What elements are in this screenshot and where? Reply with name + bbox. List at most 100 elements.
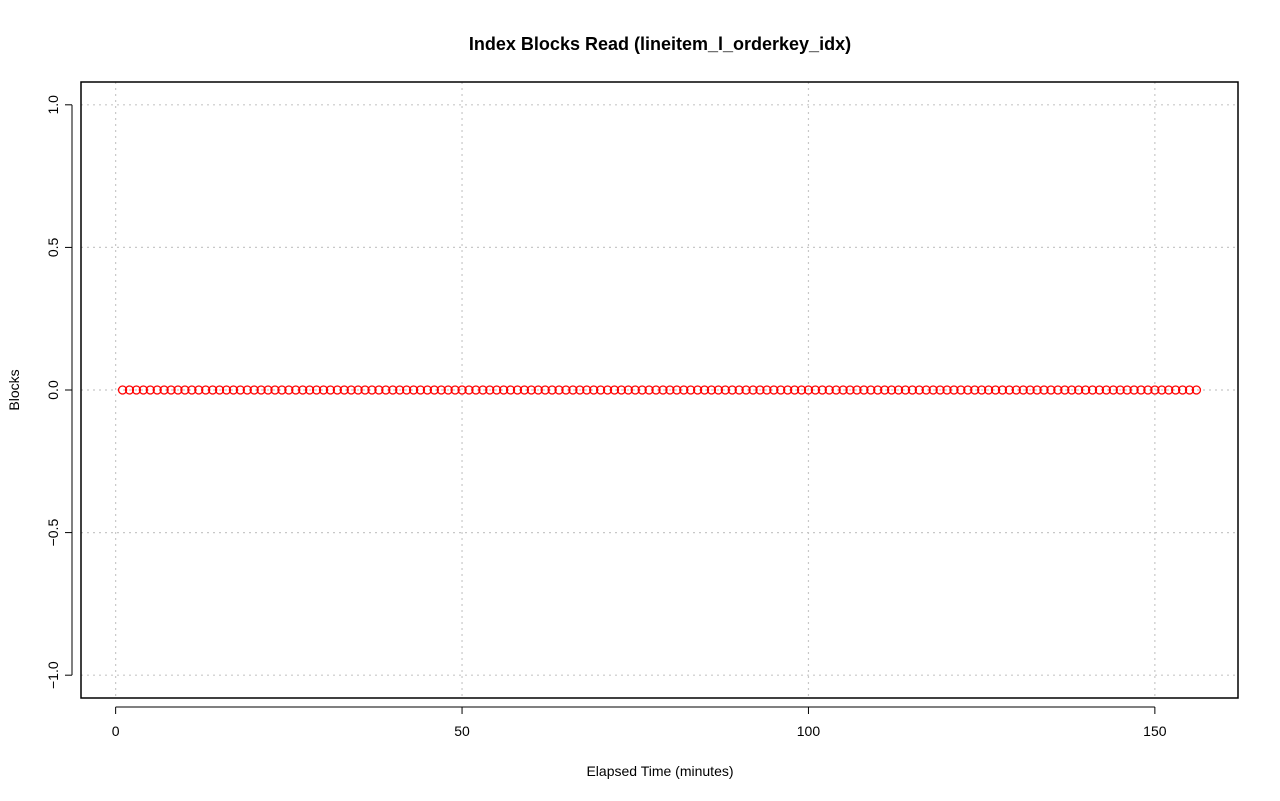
data-point <box>783 385 793 395</box>
data-point <box>582 385 592 395</box>
data-point <box>672 385 682 395</box>
data-point <box>457 385 467 395</box>
data-point <box>408 385 419 395</box>
data-point <box>637 385 647 395</box>
data-point <box>401 385 412 395</box>
data-point <box>644 385 654 395</box>
data-point <box>180 385 190 395</box>
data-point <box>1004 385 1015 395</box>
data-point <box>1094 385 1105 395</box>
data-point <box>166 385 176 395</box>
data-point <box>464 385 474 395</box>
data-point <box>706 385 717 395</box>
data-point <box>498 385 509 395</box>
data-point <box>138 385 149 395</box>
data-point <box>893 385 904 395</box>
grid <box>81 82 1238 698</box>
data-point <box>242 385 252 395</box>
data-point <box>201 385 211 395</box>
data-point <box>907 385 918 395</box>
data-point <box>914 385 924 395</box>
data-point <box>1143 385 1153 395</box>
data-point <box>623 385 633 395</box>
data-point <box>263 385 273 395</box>
data-point <box>1122 385 1132 395</box>
data-point <box>873 385 883 395</box>
data-point <box>429 385 439 395</box>
data-point <box>831 385 841 395</box>
x-axis-label: Elapsed Time (minutes) <box>586 763 733 779</box>
data-point <box>277 385 287 395</box>
data-point <box>395 385 405 395</box>
data-point <box>575 385 585 395</box>
y-tick-label: −0.5 <box>45 519 61 547</box>
data-point <box>762 385 772 395</box>
data-point <box>1053 385 1063 395</box>
data-point <box>928 385 938 395</box>
data-point <box>485 385 495 395</box>
data-point <box>880 385 890 395</box>
x-tick-label: 150 <box>1143 723 1167 739</box>
data-point <box>332 385 342 395</box>
data-point <box>492 385 502 395</box>
data-point <box>942 385 952 395</box>
y-axis-label: Blocks <box>6 369 22 410</box>
data-point <box>810 385 821 395</box>
data-point <box>221 385 232 395</box>
data-point <box>1164 385 1174 395</box>
data-point <box>699 385 710 395</box>
data-point <box>422 385 433 395</box>
data-point <box>589 385 599 395</box>
data-point <box>1011 385 1021 395</box>
data-point <box>1074 385 1084 395</box>
data-point <box>117 385 128 395</box>
data-point <box>949 385 959 395</box>
data-point <box>388 385 398 395</box>
data-point <box>713 385 724 395</box>
data-point <box>381 385 391 395</box>
y-axis: −1.0 −0.5 0.0 0.5 1.0 <box>45 95 73 689</box>
data-point <box>1136 385 1146 395</box>
data-point <box>755 385 765 395</box>
data-point <box>727 385 737 395</box>
data-point <box>741 385 751 395</box>
y-tick-label: 0.0 <box>45 380 61 400</box>
data-point <box>1177 385 1188 395</box>
data-point <box>651 385 661 395</box>
data-point <box>748 385 758 395</box>
data-point <box>983 385 994 395</box>
data-point <box>1129 385 1139 395</box>
data-point <box>374 385 384 395</box>
data-point <box>921 385 931 395</box>
data-point <box>658 385 668 395</box>
data-point <box>866 385 876 395</box>
data-point <box>249 385 259 395</box>
data-point <box>789 385 800 395</box>
data-point <box>568 385 578 395</box>
data-point <box>478 385 488 395</box>
data-point <box>298 385 308 395</box>
data-point <box>304 385 315 395</box>
data-point <box>540 385 550 395</box>
data-point <box>616 385 627 395</box>
data-point <box>769 385 779 395</box>
data-point <box>1046 385 1056 395</box>
data-point <box>1060 385 1070 395</box>
data-point <box>367 385 377 395</box>
data-point <box>1170 385 1181 395</box>
data-point <box>214 385 225 395</box>
data-point <box>630 385 640 395</box>
data-point <box>207 385 218 395</box>
data-point <box>1039 385 1049 395</box>
data-point <box>963 385 973 395</box>
data-point <box>734 385 744 395</box>
data-point <box>1025 385 1035 395</box>
data-point <box>256 385 266 395</box>
data-point <box>353 385 363 395</box>
y-tick-label: 0.5 <box>45 237 61 257</box>
plot-frame <box>80 81 1239 699</box>
data-point <box>415 385 426 395</box>
data-point <box>935 385 945 395</box>
data-point <box>602 385 613 395</box>
data-point <box>1108 385 1118 395</box>
